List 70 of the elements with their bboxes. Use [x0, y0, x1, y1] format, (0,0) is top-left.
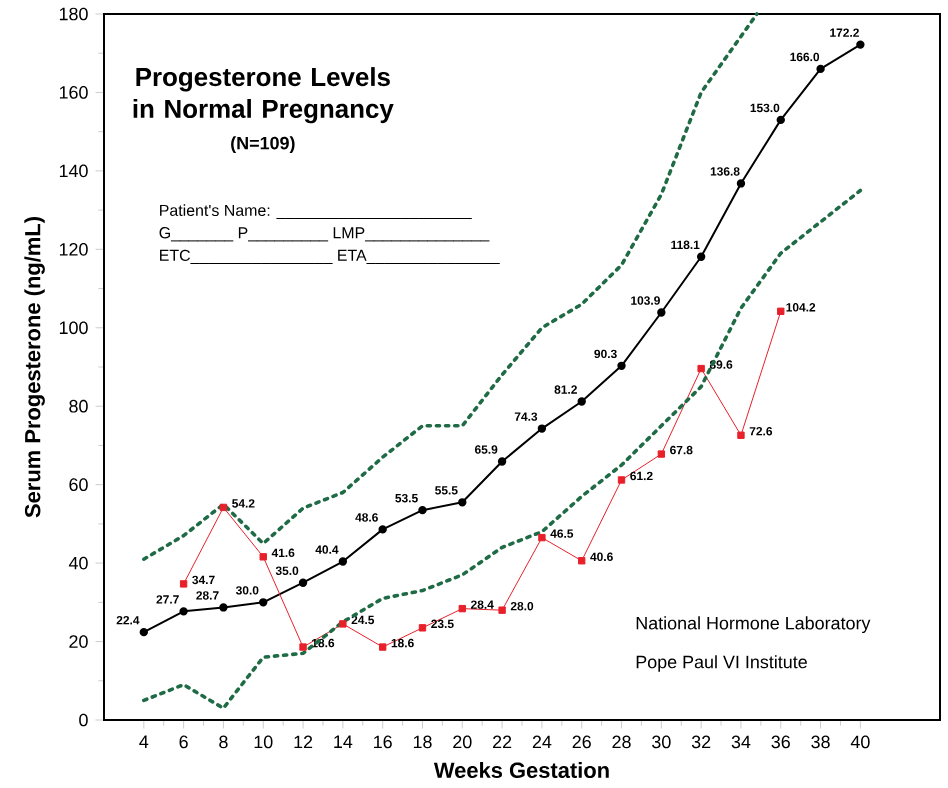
point	[538, 533, 546, 542]
x-tick-label: 40	[850, 735, 870, 749]
x-tick-label: 26	[572, 735, 591, 749]
point	[418, 624, 427, 632]
x-tick-label: 28	[612, 735, 631, 749]
point	[736, 179, 746, 188]
y-tick-label: 100	[59, 321, 88, 335]
point	[816, 64, 825, 74]
x-tick-label: 12	[294, 735, 313, 749]
point	[657, 450, 666, 458]
y-tick-label: 60	[69, 478, 88, 492]
y-tick-label: 140	[59, 164, 88, 178]
point	[617, 476, 626, 484]
point	[219, 503, 228, 512]
x-axis-title: Weeks Gestation	[433, 761, 609, 779]
point	[537, 424, 547, 433]
point	[776, 115, 785, 125]
y-tick-label: 160	[59, 86, 88, 99]
x-tick-label: 38	[811, 735, 830, 749]
y-tick-label: 40	[68, 556, 88, 570]
text: (N=109)	[231, 136, 295, 153]
point	[378, 525, 387, 534]
point	[497, 457, 507, 466]
point	[338, 557, 348, 566]
x-tick-label: 8	[219, 735, 228, 749]
point	[777, 307, 785, 315]
x-tick-label: 20	[453, 735, 472, 749]
point	[139, 627, 148, 637]
point	[856, 40, 865, 49]
x-tick-label: 10	[254, 735, 273, 749]
point	[298, 578, 308, 587]
point	[697, 364, 705, 373]
point	[219, 603, 228, 612]
text: Progesterone Levels in Normal Pregnancy	[133, 67, 394, 124]
point	[657, 308, 666, 317]
point	[259, 598, 268, 607]
x-tick-label: 4	[139, 735, 149, 748]
annotation: Pope Paul VI Institute	[636, 655, 807, 672]
point	[577, 397, 586, 406]
point	[696, 252, 706, 261]
x-tick-label: 34	[731, 735, 751, 749]
y-axis-title: Serum Progesterone (ng/mL)	[24, 217, 45, 518]
x-tick-label: 22	[493, 735, 512, 749]
point	[498, 606, 506, 614]
y-tick-label: 120	[59, 242, 88, 256]
x-tick-label: 16	[374, 735, 392, 749]
x-tick-label: 6	[179, 735, 188, 749]
x-tick-label: 18	[413, 735, 432, 749]
y-tick-label: 180	[59, 7, 88, 21]
y-tick-label: 0	[79, 713, 88, 727]
point	[578, 557, 586, 565]
point	[378, 643, 387, 651]
point	[179, 580, 188, 588]
point	[617, 361, 626, 371]
y-tick-label: 20	[69, 635, 88, 648]
x-tick-label: 36	[771, 735, 790, 749]
point	[458, 604, 466, 613]
x-tick-label: 30	[652, 735, 671, 749]
point	[418, 505, 427, 515]
point	[737, 431, 745, 439]
point	[458, 498, 467, 507]
x-tick-label: 32	[691, 735, 711, 749]
annotation: National Hormone Laboratory	[636, 616, 871, 634]
point	[299, 643, 307, 651]
point	[339, 620, 347, 628]
point	[259, 553, 267, 561]
x-tick-label: 24	[532, 735, 552, 749]
point	[179, 607, 188, 616]
x-tick-label: 14	[334, 735, 353, 748]
y-tick-label: 80	[69, 399, 88, 413]
